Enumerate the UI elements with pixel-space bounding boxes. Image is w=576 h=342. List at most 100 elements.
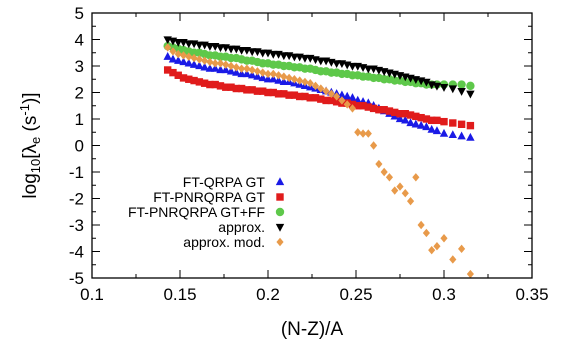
data-point xyxy=(457,120,466,128)
data-point xyxy=(333,92,341,101)
data-point xyxy=(163,66,172,74)
data-point xyxy=(269,88,277,97)
data-point xyxy=(317,84,325,93)
data-point xyxy=(401,110,409,118)
data-point xyxy=(327,89,335,99)
data-point xyxy=(354,128,362,137)
data-point xyxy=(174,71,182,79)
data-point xyxy=(432,126,442,135)
data-point xyxy=(439,128,449,137)
data-point xyxy=(237,84,246,93)
data-point xyxy=(185,52,193,61)
data-point xyxy=(264,88,272,97)
data-point xyxy=(401,115,410,124)
y-tick-label: 1 xyxy=(75,110,84,129)
series-3 xyxy=(163,36,475,99)
legend-marker xyxy=(275,207,285,217)
data-point xyxy=(406,196,415,206)
y-tick-label: 3 xyxy=(75,57,84,76)
data-point xyxy=(205,63,215,72)
x-axis: 0.1 0.15 0.2 0.25 0.3 0.35 xyxy=(80,13,549,304)
data-point xyxy=(417,113,425,122)
data-point xyxy=(300,54,310,63)
data-point xyxy=(179,51,188,60)
data-point xyxy=(296,76,304,85)
data-point xyxy=(317,95,325,103)
data-point xyxy=(370,141,378,150)
data-point xyxy=(242,69,252,78)
data-point xyxy=(301,92,309,101)
y-axis-label: log10[λe (s-1)] xyxy=(17,92,43,198)
data-point xyxy=(185,75,193,83)
data-point xyxy=(433,242,441,251)
data-point xyxy=(274,75,283,84)
data-point xyxy=(211,59,219,68)
x-tick-label: 0.15 xyxy=(163,285,196,304)
y-tick-label: -1 xyxy=(69,163,84,182)
y-tick-label: -5 xyxy=(69,269,84,288)
y-tick-label: 4 xyxy=(75,31,84,50)
data-point xyxy=(269,69,277,79)
data-point xyxy=(285,91,293,99)
data-point xyxy=(457,80,466,89)
data-point xyxy=(422,115,431,123)
x-axis-label: (N-Z)/A xyxy=(281,319,344,340)
data-point xyxy=(200,79,209,87)
data-point xyxy=(248,65,256,75)
data-point xyxy=(169,47,177,56)
y-label-mid: [λ xyxy=(20,143,41,158)
data-point xyxy=(195,78,204,86)
data-point xyxy=(184,40,193,49)
legend-label: approx. xyxy=(218,219,265,235)
data-point xyxy=(466,269,474,279)
data-point xyxy=(401,189,409,198)
data-point xyxy=(385,107,394,115)
data-point xyxy=(417,220,425,230)
data-point xyxy=(348,93,357,101)
y-tick-label: 5 xyxy=(75,4,84,23)
data-point xyxy=(380,106,388,114)
data-point xyxy=(232,67,241,76)
data-point xyxy=(338,96,346,105)
data-point xyxy=(211,80,219,89)
data-point xyxy=(264,69,272,79)
data-point xyxy=(206,57,214,67)
x-tick-label: 0.2 xyxy=(256,285,280,304)
data-point xyxy=(258,49,267,58)
data-point xyxy=(458,244,466,254)
data-point xyxy=(259,87,267,95)
data-point xyxy=(174,39,183,47)
data-point xyxy=(380,167,388,177)
data-point xyxy=(440,117,448,126)
data-point xyxy=(412,112,420,121)
data-point xyxy=(311,94,320,102)
data-point xyxy=(195,55,203,64)
data-point xyxy=(422,228,430,238)
data-point xyxy=(422,122,431,131)
data-point xyxy=(290,53,299,62)
data-point xyxy=(259,68,267,77)
plot-frame xyxy=(91,12,533,279)
data-point xyxy=(226,45,236,54)
y-label-open: (s xyxy=(20,116,41,137)
data-point xyxy=(316,57,325,66)
data-point xyxy=(279,77,289,86)
data-point xyxy=(466,90,475,99)
data-marks xyxy=(163,36,475,279)
data-point xyxy=(179,74,188,82)
data-point xyxy=(432,82,442,91)
data-point xyxy=(427,124,436,133)
data-point xyxy=(448,130,457,139)
x-tick-label: 0.3 xyxy=(432,285,456,304)
data-point xyxy=(457,131,466,140)
data-point xyxy=(364,129,372,138)
legend-label: FT-PNRQRPA GT xyxy=(153,189,265,205)
data-point xyxy=(306,94,314,102)
data-point xyxy=(290,91,299,99)
data-point xyxy=(322,96,330,105)
data-point xyxy=(274,90,283,98)
legend-label: FT-QRPA GT xyxy=(183,174,266,190)
data-point xyxy=(332,98,341,106)
data-point xyxy=(238,64,246,73)
legend-marker xyxy=(276,193,284,201)
